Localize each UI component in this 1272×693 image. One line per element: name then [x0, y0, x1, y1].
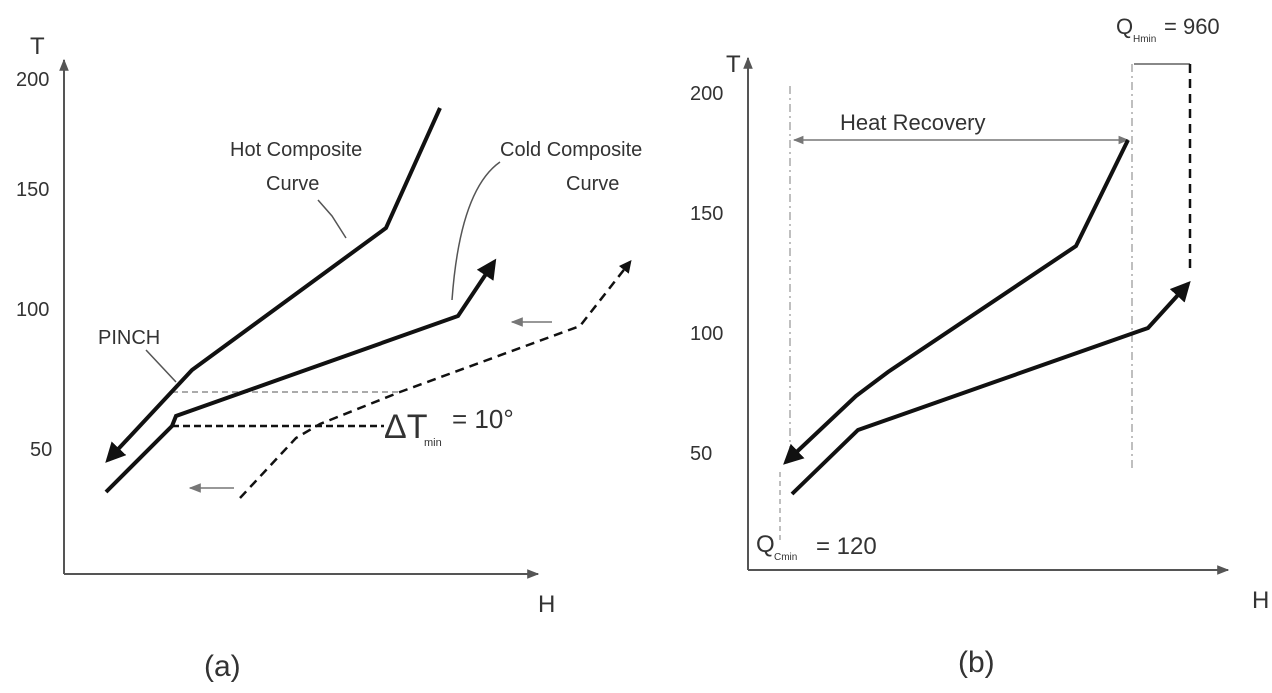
panel-b-hot-composite-curve — [783, 139, 1130, 465]
panel-b-y-label: T — [726, 51, 741, 78]
panel-a-pinch-leader — [145, 349, 177, 383]
panel-b-qhmin-value: = 960 — [1164, 14, 1220, 39]
panel-a-delta-t-symbol: ΔT — [384, 408, 427, 446]
panel-b-tick-150: 150 — [690, 203, 723, 225]
panel-a-x-label: H — [538, 591, 555, 618]
panel-a-delta-t-value: = 10° — [452, 404, 514, 434]
panel-a-hot-curve-label-line2: Curve — [266, 173, 319, 195]
panel-b-heat-recovery-label: Heat Recovery — [840, 110, 986, 135]
panel-a-tick-50: 50 — [30, 439, 52, 461]
panel-b-x-label: H — [1252, 587, 1269, 614]
panel-a-y-label: T — [30, 33, 45, 60]
panel-b-cold-composite-curve — [790, 281, 1191, 496]
panel-b-qcmin-value: = 120 — [816, 533, 877, 560]
panel-a-hot-leader — [317, 199, 347, 239]
panel-b-qhmin-symbol: Q — [1116, 14, 1133, 39]
panel-b-tick-50: 50 — [690, 443, 712, 465]
panel-b: T H 200 150 100 50 Heat Recovery Q Hmin … — [690, 14, 1269, 679]
panel-a-hot-curve-label-line1: Hot Composite — [230, 139, 362, 161]
panel-b-caption: (b) — [958, 646, 995, 679]
panel-a-delta-t-subscript: min — [424, 437, 442, 449]
panel-a-caption: (a) — [204, 650, 241, 683]
panel-a-cold-curve-label-line2: Curve — [566, 173, 619, 195]
panel-a-hot-composite-curve — [105, 107, 442, 463]
panel-a-tick-100: 100 — [16, 299, 49, 321]
panel-b-qcmin-subscript: Cmin — [774, 552, 797, 563]
panel-a: T H 200 150 100 50 Hot Composite Curve C… — [16, 33, 642, 683]
panel-b-tick-200: 200 — [690, 83, 723, 105]
panel-b-qhmin-subscript: Hmin — [1133, 34, 1156, 45]
panel-b-qcmin-symbol: Q — [756, 531, 775, 558]
panel-a-cold-composite-curve — [104, 258, 497, 494]
panel-a-pinch-label: PINCH — [98, 327, 160, 349]
panel-a-tick-200: 200 — [16, 69, 49, 91]
panel-a-cold-leader — [451, 161, 501, 301]
panel-a-shifted-cold-curve — [239, 260, 632, 499]
panel-a-tick-150: 150 — [16, 179, 49, 201]
panel-b-tick-100: 100 — [690, 323, 723, 345]
panel-a-cold-curve-label-line1: Cold Composite — [500, 139, 642, 161]
